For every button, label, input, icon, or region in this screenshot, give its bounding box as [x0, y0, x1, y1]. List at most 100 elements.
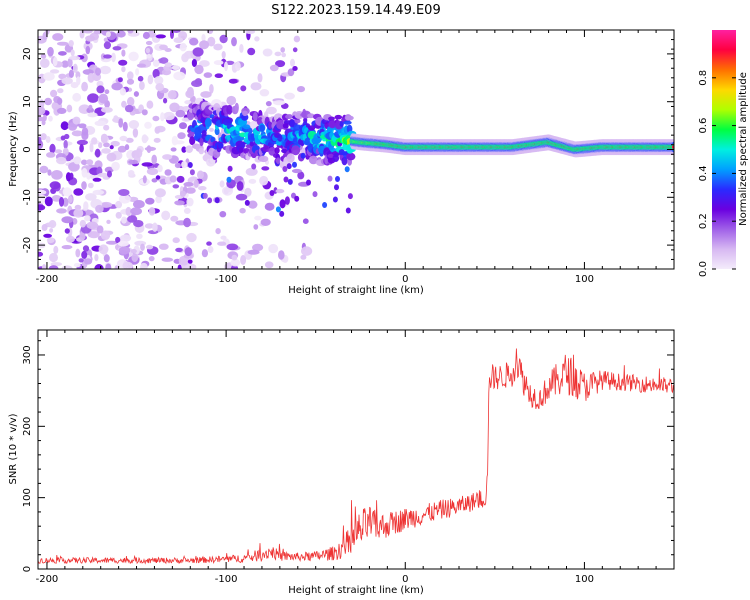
spectrogram-cell: [176, 175, 185, 183]
spectrogram-cell: [49, 228, 54, 233]
spectrogram-cell: [87, 93, 99, 103]
spectrogram-cell: [332, 154, 340, 163]
spectrogram-cell: [91, 137, 98, 145]
spectrogram-cell: [283, 176, 289, 183]
spectrogram-cell: [155, 34, 166, 39]
spectrogram-cell: [139, 81, 145, 91]
spectrogram-cell: [345, 115, 354, 121]
spectrogram-cell: [160, 112, 165, 122]
spectrogram-cell: [56, 208, 67, 214]
spectrogram-cell: [275, 206, 281, 213]
spectrogram-cell: [171, 135, 178, 146]
spectrogram-cell: [164, 62, 172, 67]
spectrogram-cell: [128, 51, 139, 62]
spectrogram-cell: [127, 215, 138, 223]
spectrogram-cell: [312, 191, 318, 198]
spectrogram-cell: [107, 170, 112, 178]
spectrogram-cell: [47, 169, 52, 176]
spectrogram-cell: [294, 195, 300, 202]
spectrogram-cell: [262, 48, 273, 57]
spectrogram-cell: [250, 82, 262, 91]
spectrogram-cell: [287, 178, 293, 185]
spectrogram-cell: [215, 228, 221, 235]
spectrogram-cell: [347, 193, 353, 200]
spectrogram-cell: [38, 204, 46, 211]
spectrogram-cell: [133, 220, 144, 228]
spectrogram-cell: [155, 175, 161, 180]
spectrogram-cell: [277, 134, 283, 142]
spectrogram-frame: [37, 29, 675, 270]
spectrogram-cell: [214, 73, 223, 78]
spectrogram-cell: [106, 152, 117, 162]
spectrogram-cell: [322, 202, 328, 208]
spectrogram-cell: [67, 57, 73, 68]
y-tick-label: 10: [22, 95, 33, 108]
spectrogram-cell: [140, 262, 148, 269]
spectrogram-cell: [142, 175, 147, 184]
spectrogram-cell: [293, 35, 301, 43]
spectrogram-cell: [49, 143, 56, 154]
spectrogram-cell: [104, 89, 110, 95]
spectrogram-cell: [231, 37, 237, 47]
spectrogram-cell: [53, 245, 59, 254]
spectrogram-cell: [339, 120, 344, 127]
spectrogram-cell: [83, 201, 89, 211]
spectrogram-cell: [69, 172, 74, 180]
spectrogram-cell: [100, 230, 111, 240]
spectrogram-cell: [346, 152, 356, 161]
spectrogram-cell: [146, 167, 159, 176]
spectrogram-cell: [116, 30, 126, 38]
spectrogram-cell: [287, 68, 295, 77]
spectrogram-cell: [121, 49, 126, 57]
spectrogram-cell: [82, 30, 93, 34]
spectrogram-cell: [145, 47, 151, 54]
spectrogram-cell: [109, 145, 114, 150]
spectrogram-cell: [52, 56, 58, 67]
spectrogram-cell: [274, 147, 280, 154]
x-tick-label: 0: [402, 574, 408, 585]
spectrogram-cell: [78, 123, 87, 129]
spectrogram-cell: [242, 124, 251, 130]
spectrogram-cell: [154, 188, 166, 198]
spectrogram-cell: [52, 33, 64, 41]
spectrogram-cell: [226, 95, 237, 106]
spectrogram-cell: [98, 142, 103, 149]
spectrogram-cell: [206, 158, 216, 167]
spectrogram-cell: [67, 122, 78, 131]
spectrogram-cell: [125, 206, 132, 216]
spectrogram-cell: [98, 244, 109, 255]
spectrogram-cell: [292, 66, 298, 71]
spectrogram-cell: [127, 96, 135, 107]
spectrogram-cell: [206, 241, 212, 246]
spectrogram-cell: [126, 78, 135, 85]
spectrogram-cell: [181, 146, 187, 153]
spectrogram-cell: [44, 97, 52, 106]
spectrogram-cell: [128, 159, 139, 165]
spectrogram-cell: [141, 162, 153, 167]
spectrogram-cell: [200, 91, 212, 98]
spectrogram-cell: [153, 137, 161, 143]
spectrogram-cell: [273, 100, 286, 106]
spectrogram-cell: [56, 107, 67, 114]
spectrogram-cell: [81, 181, 87, 190]
spectrogram-cell: [269, 64, 279, 72]
spectrogram-cell: [169, 175, 177, 183]
spectrogram-cell: [252, 112, 258, 122]
spectrogram-cell: [82, 245, 90, 252]
spectrogram-cell: [117, 145, 127, 153]
spectrogram-cell: [187, 162, 193, 168]
spectrogram-cell: [332, 196, 338, 203]
spectrogram-cell: [79, 219, 87, 228]
spectrogram-cell: [144, 121, 152, 129]
spectrogram-cell: [111, 161, 120, 171]
spectrogram-cell: [119, 87, 126, 96]
spectrogram-cell: [61, 265, 73, 269]
spectrogram-cell: [124, 144, 130, 151]
spectrogram-cell: [85, 35, 96, 42]
spectrogram-cell: [58, 196, 65, 207]
spectrogram-cell: [56, 156, 67, 165]
y-tick-label: 200: [22, 417, 33, 436]
spectrogram-cell: [103, 37, 109, 42]
